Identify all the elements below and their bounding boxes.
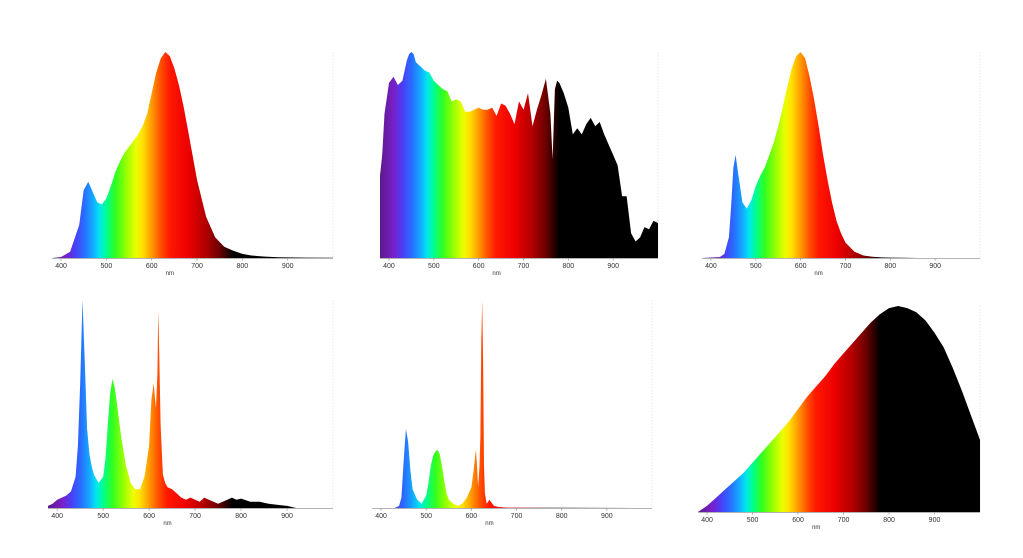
x-tick-label: 500	[750, 263, 762, 270]
x-tick-label: 500	[420, 513, 432, 520]
x-axis-unit-label: nm	[163, 521, 171, 527]
x-tick-label: 600	[792, 517, 804, 524]
x-tick-label: 600	[146, 263, 158, 270]
spectrum-area	[380, 52, 658, 258]
x-axis-unit-label: nm	[492, 271, 500, 277]
x-tick-label: 900	[601, 513, 613, 520]
x-tick-label: 500	[747, 517, 759, 524]
x-tick-label: 800	[562, 263, 574, 270]
spectrum-panel-2: 400 500 600 700 800 900 nm	[380, 52, 659, 277]
x-tick-label: 600	[473, 263, 485, 270]
x-tick-label: 500	[101, 263, 113, 270]
x-axis-unit-label: nm	[814, 271, 822, 277]
x-tick-label: 700	[191, 263, 203, 270]
x-tick-label: 700	[838, 517, 850, 524]
spectrum-area	[52, 52, 333, 258]
spectrum-panel-1: 400 500 600 700 800 900 nm	[52, 52, 334, 277]
spectrum-panel-4: 400 500 600 700 800 900 nm	[48, 300, 334, 527]
x-tick-label: 400	[55, 263, 67, 270]
spectrum-area	[702, 52, 980, 258]
spectrum-panel-5: 400 500 600 700 800 900 nm	[372, 300, 653, 527]
spectrum-panel-3: 400 500 600 700 800 900 nm	[702, 52, 981, 277]
x-tick-label: 800	[235, 513, 247, 520]
x-tick-label: 400	[51, 513, 63, 520]
x-tick-label: 800	[883, 517, 895, 524]
spectrum-panel-6: 400 500 600 700 800 900 nm	[698, 306, 981, 531]
x-tick-label: 500	[97, 513, 109, 520]
x-tick-label: 600	[466, 513, 478, 520]
x-tick-label: 600	[143, 513, 155, 520]
x-tick-label: 400	[375, 513, 387, 520]
x-tick-label: 600	[795, 263, 807, 270]
spectrum-area	[48, 300, 297, 508]
x-axis-unit-label: nm	[166, 271, 174, 277]
x-tick-label: 700	[518, 263, 530, 270]
x-tick-label: 900	[281, 513, 293, 520]
x-tick-label: 900	[929, 517, 941, 524]
x-tick-label: 400	[383, 263, 395, 270]
x-axis-unit-label: nm	[812, 525, 820, 531]
x-tick-label: 400	[701, 517, 713, 524]
x-tick-label: 800	[884, 263, 896, 270]
x-tick-label: 900	[607, 263, 619, 270]
x-tick-label: 800	[237, 263, 249, 270]
x-tick-label: 700	[840, 263, 852, 270]
spectrum-area	[372, 300, 652, 508]
x-axis-unit-label: nm	[485, 521, 493, 527]
x-tick-label: 700	[511, 513, 523, 520]
x-tick-label: 800	[556, 513, 568, 520]
x-tick-label: 700	[189, 513, 201, 520]
x-tick-label: 500	[428, 263, 440, 270]
x-tick-label: 900	[929, 263, 941, 270]
x-tick-label: 400	[705, 263, 717, 270]
spectrum-area	[698, 306, 980, 512]
x-tick-label: 900	[282, 263, 294, 270]
